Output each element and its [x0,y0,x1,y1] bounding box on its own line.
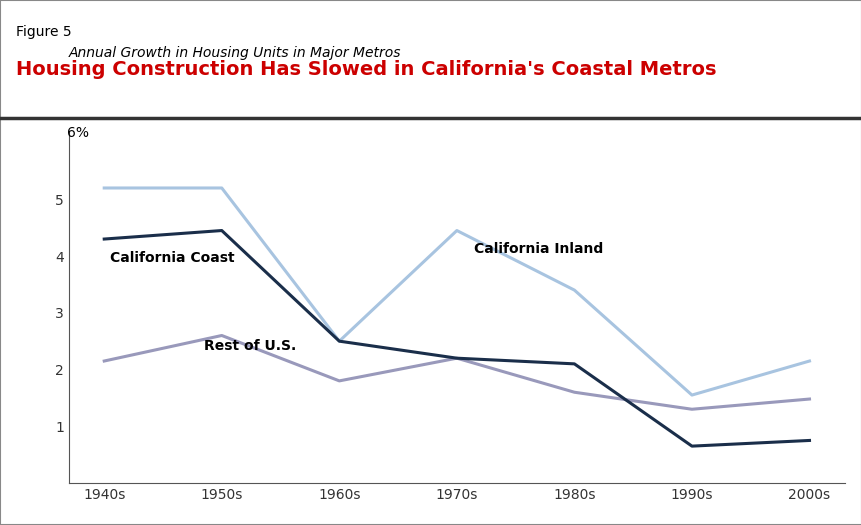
Text: Rest of U.S.: Rest of U.S. [204,339,296,353]
Text: California Coast: California Coast [110,251,234,265]
Text: 6%: 6% [66,126,89,140]
Text: California Inland: California Inland [474,242,603,256]
Text: Figure 5: Figure 5 [15,25,71,39]
Text: Housing Construction Has Slowed in California's Coastal Metros: Housing Construction Has Slowed in Calif… [15,60,715,79]
Text: Annual Growth in Housing Units in Major Metros: Annual Growth in Housing Units in Major … [69,46,401,60]
